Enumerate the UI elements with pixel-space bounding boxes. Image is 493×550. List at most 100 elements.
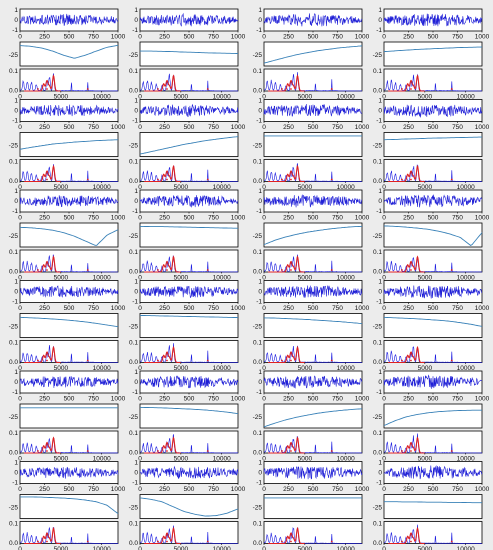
spectrum-x-tick: 0	[262, 184, 266, 191]
spectrum-frame	[263, 68, 363, 92]
highlight-marker	[290, 178, 292, 181]
envelope-frame	[263, 494, 363, 519]
spectrum-x-tick: 0	[382, 184, 386, 191]
envelope-y-tick: -25	[373, 323, 383, 330]
envelope-panel: -25	[129, 403, 239, 429]
waveform-x-tick: 1000	[111, 396, 126, 403]
highlight-marker	[281, 178, 283, 181]
waveform-line	[139, 195, 239, 208]
highlight-marker	[450, 359, 453, 362]
spectrum-x-tick: 5000	[298, 275, 313, 282]
highlight-line	[144, 164, 181, 183]
spectrum-x-tick: 5000	[174, 456, 189, 463]
waveform-x-tick: 500	[184, 396, 195, 403]
highlight-marker	[401, 178, 403, 181]
waveform-y-tick: 0	[378, 17, 382, 24]
spectrum-x-tick: 0	[382, 456, 386, 463]
spectrum-x-tick: 10000	[93, 94, 111, 101]
waveform-line	[263, 103, 363, 117]
spectrum-y-tick: 0.1	[253, 521, 262, 528]
envelope-line	[383, 316, 483, 327]
waveform-x-tick: 1000	[355, 124, 370, 131]
spectrum-y-tick: 0.1	[253, 68, 262, 75]
spectrum-x-tick: 5000	[174, 94, 189, 101]
waveform-y-tick: 1	[258, 279, 262, 286]
waveform-y-tick: 0	[258, 198, 262, 205]
waveform-x-tick: 500	[428, 305, 439, 312]
spectrum-panel: 0.1 0.00 5000 10000	[9, 159, 119, 191]
highlight-line	[24, 436, 61, 454]
waveform-x-tick: 750	[452, 215, 463, 222]
envelope-panel: -25	[253, 494, 363, 519]
spectrum-x-tick: 10000	[337, 365, 355, 372]
waveform-x-tick: 750	[88, 215, 99, 222]
waveform-x-tick: 250	[403, 305, 414, 312]
envelope-frame	[263, 403, 363, 429]
envelope-line	[383, 46, 483, 53]
waveform-line	[263, 466, 363, 480]
spectrum-panel: 0.1 0.00 5000 10000	[253, 68, 363, 101]
spectrum-y-tick: 0.0	[9, 540, 18, 547]
spectrum-panel: 0.1 0.00 5000 10000	[253, 521, 363, 550]
highlight-marker	[401, 269, 403, 271]
spectrum-y-tick: 0.0	[9, 359, 18, 366]
cell-r4-c4: 10-10 250 500 750 1000-250.10.00 5000 10000	[373, 279, 490, 373]
waveform-y-tick: 1	[258, 369, 262, 376]
envelope-line	[20, 496, 119, 515]
waveform-line	[383, 285, 482, 299]
waveform-y-tick: 0	[378, 198, 382, 205]
waveform-x-tick: 500	[308, 486, 319, 493]
waveform-y-tick: 0	[14, 17, 18, 24]
waveform-y-tick: 0	[14, 108, 18, 115]
highlight-marker	[166, 540, 168, 543]
spectrum-x-tick: 0	[262, 365, 266, 372]
waveform-y-tick: -1	[256, 27, 262, 34]
spectrum-y-tick: 0.0	[129, 540, 138, 547]
spectrum-panel: 0.1 0.00 5000 10000	[373, 159, 483, 191]
highlight-line	[388, 164, 425, 183]
waveform-y-tick: -1	[12, 389, 18, 396]
waveform-y-tick: 0	[14, 379, 18, 386]
envelope-panel: -25	[129, 313, 239, 338]
waveform-x-tick: 750	[208, 124, 219, 131]
waveform-x-tick: 500	[64, 305, 75, 312]
waveform-x-tick: 750	[332, 486, 343, 493]
spectrum-frame	[139, 159, 239, 182]
spectrum-y-tick: 0.0	[373, 269, 382, 276]
waveform-x-tick: 250	[159, 396, 170, 403]
waveform-x-tick: 250	[159, 305, 170, 312]
envelope-panel: -25	[9, 222, 119, 248]
spectrum-frame	[139, 68, 239, 92]
envelope-y-tick: -25	[9, 142, 19, 149]
waveform-panel: 10-10 250 500 750 1000	[132, 369, 245, 403]
waveform-x-tick: 750	[332, 305, 343, 312]
waveform-y-tick: -1	[376, 389, 382, 396]
highlight-marker	[46, 178, 48, 181]
spectrum-y-tick: 0.0	[9, 88, 18, 95]
waveform-y-tick: 0	[14, 198, 18, 205]
waveform-x-tick: 750	[332, 215, 343, 222]
waveform-x-tick: 750	[332, 124, 343, 131]
waveform-x-tick: 750	[452, 124, 463, 131]
waveform-x-tick: 250	[39, 34, 50, 41]
spectrum-x-tick: 5000	[54, 275, 69, 282]
waveform-y-tick: 1	[134, 188, 138, 195]
highlight-marker	[37, 450, 39, 452]
waveform-x-tick: 750	[208, 396, 219, 403]
envelope-panel: -25	[253, 41, 363, 67]
waveform-x-tick: 0	[382, 34, 386, 41]
spectrum-panel: 0.1 0.00 5000 10000	[129, 340, 239, 372]
spectrum-y-tick: 0.1	[129, 340, 138, 347]
envelope-y-tick: -25	[129, 414, 139, 421]
highlight-marker	[401, 359, 403, 362]
spectrum-frame	[139, 430, 239, 454]
spectrum-x-tick: 10000	[337, 94, 355, 101]
envelope-panel: -25	[129, 132, 239, 157]
spectrum-frame	[19, 521, 119, 544]
cell-r5-c2: 10-10 250 500 750 1000-250.10.00 5000 10000	[129, 369, 246, 463]
waveform-panel: 10-10 250 500 750 1000	[12, 279, 125, 313]
waveform-frame	[263, 280, 363, 303]
envelope-frame	[383, 494, 483, 519]
highlight-line	[24, 345, 61, 364]
spectrum-panel: 0.1 0.00 5000 10000	[373, 430, 483, 463]
